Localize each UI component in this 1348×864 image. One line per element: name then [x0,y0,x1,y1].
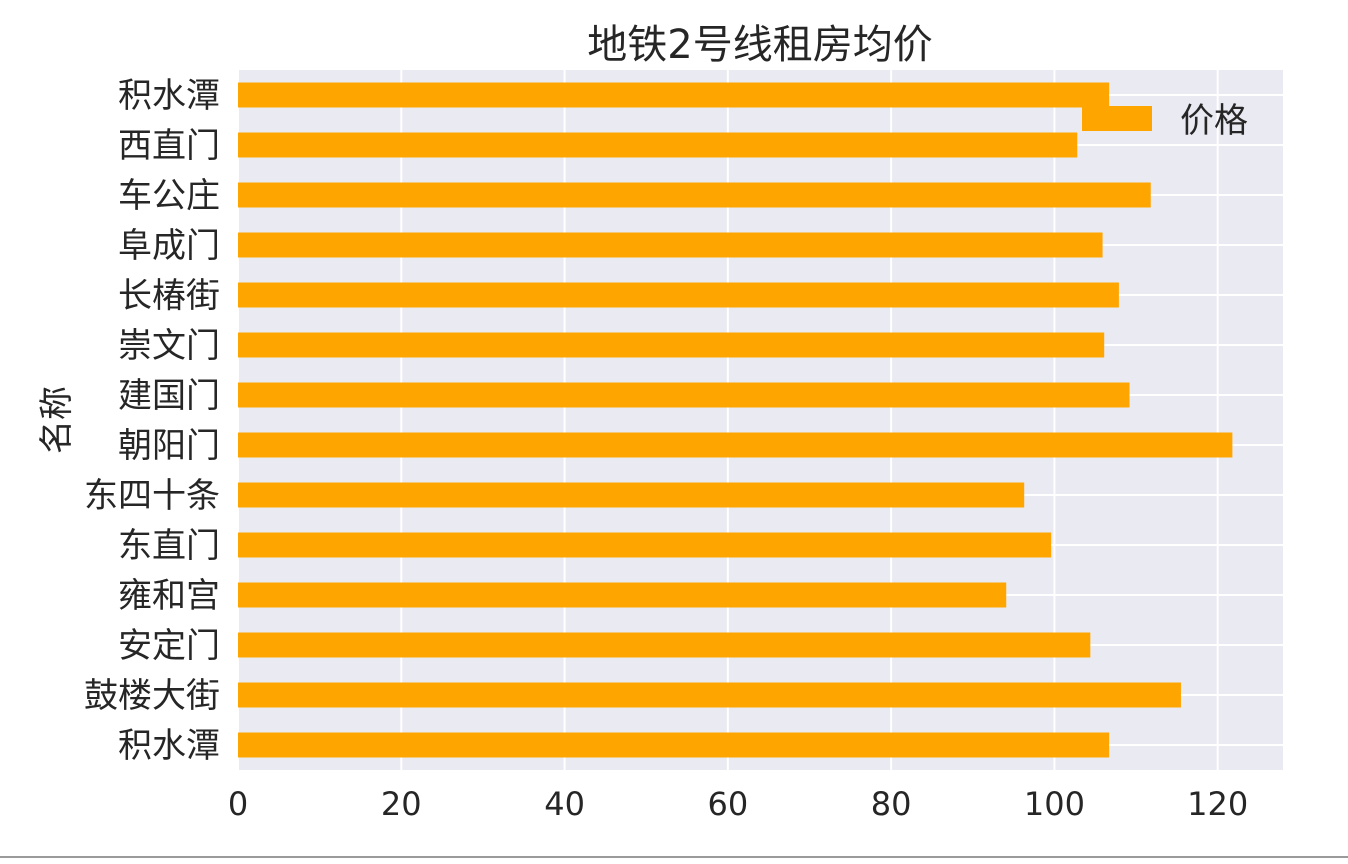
y-tick-label: 建国门 [118,376,220,416]
y-tick-label: 雍和宫 [118,576,220,616]
x-tick-label: 0 [228,785,248,823]
bar [238,282,1119,308]
bar [238,332,1105,358]
y-tick-label: 东四十条 [84,476,220,516]
legend-swatch [1082,106,1152,131]
bar [238,682,1181,708]
x-tick-label: 20 [381,785,422,823]
x-tick-label: 80 [871,785,912,823]
y-tick-label: 车公庄 [118,176,220,216]
bar [238,532,1052,558]
y-tick-label: 东直门 [118,526,220,566]
bar [238,382,1130,408]
x-tick-label: 40 [544,785,585,823]
y-tick-labels: 积水潭西直门车公庄阜成门长椿街崇文门建国门朝阳门东四十条东直门雍和宫安定门鼓楼大… [84,76,220,766]
legend: 价格 [1082,101,1248,141]
x-tick-label: 60 [707,785,748,823]
bottom-divider [0,856,1348,858]
y-tick-label: 积水潭 [118,726,220,766]
y-tick-label: 阜成门 [118,226,220,266]
bars [238,82,1233,758]
bar [238,732,1110,758]
y-tick-label: 崇文门 [118,326,220,366]
legend-label: 价格 [1180,101,1248,141]
y-tick-label: 西直门 [118,126,220,166]
y-tick-label: 长椿街 [118,276,220,316]
bar [238,82,1110,108]
bar [238,182,1151,208]
y-tick-label: 积水潭 [118,76,220,116]
y-tick-label: 朝阳门 [118,426,220,466]
bar [238,582,1007,608]
bar [238,482,1025,508]
x-tick-label: 100 [1024,785,1085,823]
x-tick-label: 120 [1187,785,1248,823]
plot-area [238,70,1283,770]
y-axis-label: 名称 [37,386,77,454]
x-tick-labels: 0 20 40 60 80 100 120 [228,785,1248,823]
y-tick-label: 安定门 [118,626,220,666]
bar [238,132,1078,158]
bar [238,632,1091,658]
bar [238,232,1103,258]
chart-title: 地铁2号线租房均价 [587,22,932,68]
bar [238,432,1233,458]
y-tick-label: 鼓楼大街 [84,676,220,716]
